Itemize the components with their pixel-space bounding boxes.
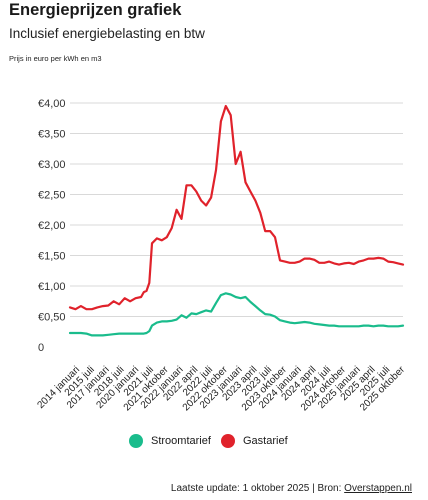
y-tick-label: €3,50 xyxy=(38,129,66,141)
y-tick-label: €0,50 xyxy=(38,312,66,324)
legend-label-stroomtarief: Stroomtarief xyxy=(151,435,211,447)
footer: Laatste update: 1 oktober 2025 | Bron: O… xyxy=(171,483,412,494)
last-update-text: Laatste update: 1 oktober 2025 | Bron: xyxy=(170,483,345,494)
y-tick-label: €1,00 xyxy=(38,281,66,293)
y-tick-label: 0 xyxy=(38,342,44,354)
y-tick-label: €2,50 xyxy=(38,190,66,202)
y-tick-label: €1,50 xyxy=(38,251,66,263)
series-line-gastarief xyxy=(68,104,405,311)
y-tick-label: €2,00 xyxy=(38,220,66,232)
legend-swatch-gastarief xyxy=(221,434,235,448)
units-note: Prijs in euro per kWh en m3 xyxy=(9,54,102,63)
page-subtitle: Inclusief energiebelasting en btw xyxy=(9,26,205,41)
legend-item-gastarief[interactable]: Gastarief xyxy=(221,434,288,448)
energy-price-chart: 0 €0,50 €1,00 €1,50 €2,00 €2,50 €3,00 €3,50 €4,0… xyxy=(35,98,407,413)
series-line-stroomtarief xyxy=(68,292,405,337)
chart-legend: Stroomtarief Gastarief xyxy=(0,434,428,454)
page-title: Energieprijzen grafiek xyxy=(9,1,182,19)
y-tick-label: €3,00 xyxy=(38,159,66,171)
legend-label-gastarief: Gastarief xyxy=(243,435,288,447)
source-link[interactable]: Overstappen.nl xyxy=(344,483,412,494)
legend-swatch-stroomtarief xyxy=(129,434,143,448)
legend-item-stroomtarief[interactable]: Stroomtarief xyxy=(129,434,211,448)
y-tick-label: €4,00 xyxy=(38,98,66,110)
